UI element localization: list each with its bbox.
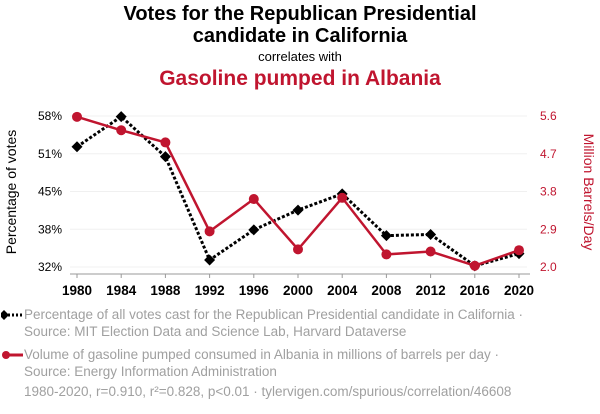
data-point-votes: [380, 230, 392, 242]
y-tick-label-left: 51%: [38, 147, 62, 161]
x-tick-label: 1992: [195, 283, 225, 298]
x-tick-label: 1988: [150, 283, 181, 298]
x-tick-label: 2000: [283, 283, 313, 298]
legend-text-gasoline: Volume of gasoline pumped consumed in Al…: [24, 347, 500, 379]
x-tick-label: 2008: [371, 283, 402, 298]
y-axis-label-left: Percentage of votes: [3, 130, 19, 255]
data-point-gasoline: [293, 244, 303, 255]
y-tick-label-right: 5.6: [540, 109, 557, 123]
chart-title-line2: candidate in California: [192, 25, 408, 47]
chart-title2: Gasoline pumped in Albania: [159, 67, 441, 90]
chart-title-line1: Votes for the Republican Presidential: [123, 3, 477, 25]
data-point-gasoline: [204, 226, 215, 237]
data-point-gasoline: [248, 194, 259, 205]
x-tick-label: 1996: [239, 283, 270, 298]
legend-text-votes: Percentage of all votes cast for the Rep…: [24, 307, 524, 339]
data-point-gasoline: [337, 192, 348, 203]
chart-subtitle: correlates with: [258, 49, 342, 64]
data-point-gasoline: [425, 246, 436, 257]
legend-item-votes: Percentage of all votes cast for the Rep…: [1, 306, 544, 340]
y-tick-label-right: 3.8: [540, 185, 557, 199]
data-point-votes: [292, 204, 304, 216]
y-tick-label-left: 45%: [38, 185, 62, 199]
y-tick-label-left: 32%: [38, 260, 62, 274]
footer-stats: 1980-2020, r=0.910, r²=0.828, p<0.01 · t…: [24, 384, 512, 399]
y-tick-label-right: 2.0: [540, 260, 557, 274]
data-point-gasoline: [72, 111, 82, 122]
data-point-votes: [425, 228, 437, 240]
data-point-votes: [115, 111, 127, 123]
legend-marker-gasoline-icon: [2, 351, 23, 359]
legend-item-gasoline: Volume of gasoline pumped consumed in Al…: [2, 346, 544, 380]
y-tick-label-left: 58%: [38, 109, 62, 123]
data-point-votes: [204, 254, 216, 266]
x-tick-label: 2016: [460, 283, 491, 298]
y-tick-label-right: 2.9: [540, 222, 557, 236]
data-point-gasoline: [514, 245, 524, 256]
x-tick-label: 2012: [416, 283, 446, 298]
x-tick-label: 1984: [106, 283, 137, 298]
legend-marker-votes-icon: [1, 310, 23, 320]
data-point-gasoline: [160, 137, 171, 148]
data-point-gasoline: [469, 260, 480, 271]
data-point-gasoline: [116, 125, 127, 136]
y-axis-label-right: Million Barrels/Day: [581, 134, 597, 251]
y-tick-label-right: 4.7: [540, 147, 557, 161]
x-tick-label: 2004: [327, 283, 358, 298]
data-point-votes: [159, 151, 171, 163]
data-point-votes: [71, 141, 83, 153]
data-point-gasoline: [381, 249, 392, 260]
y-tick-label-left: 38%: [38, 222, 62, 236]
x-tick-label: 1980: [62, 283, 92, 298]
chart-svg: 58% 5.6 51% 4.7 45% 3.8 38% 2.9 32% 2.0 1980 1984 19…: [3, 109, 597, 298]
x-tick-label: 2020: [504, 283, 534, 298]
data-point-votes: [248, 224, 260, 236]
